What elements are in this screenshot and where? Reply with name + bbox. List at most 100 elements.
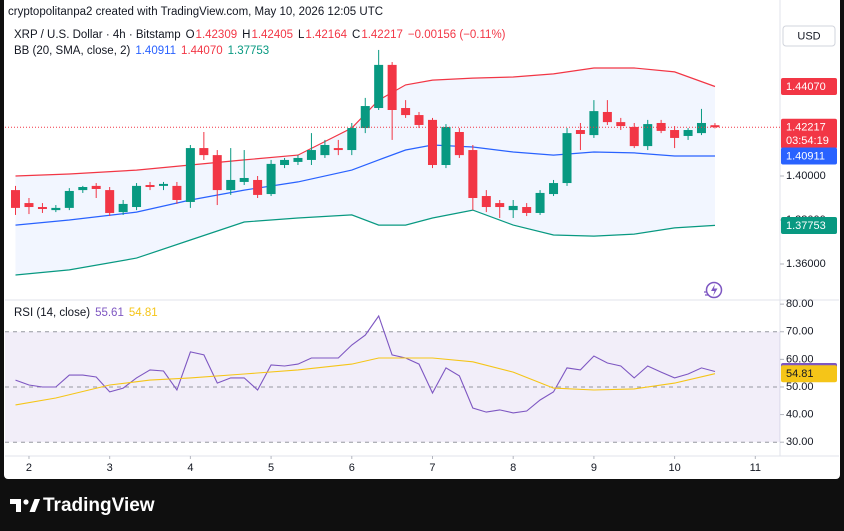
- candle-body: [172, 185, 182, 200]
- credit: cryptopolitanpa2 created with TradingVie…: [8, 6, 384, 18]
- candle-body: [145, 185, 155, 188]
- currency-box[interactable]: [782, 25, 836, 47]
- price-badge-label: 1.42217: [786, 122, 826, 134]
- x-tick-label: 8: [510, 462, 516, 474]
- price-legend: XRP / U.S. Dollar · 4h · Bitstamp O1.4230…: [14, 29, 511, 41]
- band-line: [15, 209, 716, 276]
- candle-body: [508, 205, 518, 211]
- candle-body: [575, 130, 585, 134]
- rsi-title: RSI (14, close): [14, 307, 91, 319]
- bands-value: 1.40911: [135, 45, 177, 57]
- line-series: [15, 357, 716, 406]
- ohlc-value: 1.42405: [251, 29, 294, 41]
- x-tick-label: 7: [429, 462, 435, 474]
- bands-legend: BB (20, SMA, close, 2) 1.40911 1.44070 1.37…: [14, 45, 274, 57]
- bands-value: 1.44070: [181, 45, 223, 57]
- candle-body: [239, 177, 249, 182]
- rsi-value: 54.81: [128, 307, 158, 319]
- currency: USD: [797, 30, 820, 42]
- candle-body: [468, 150, 478, 199]
- ohlc-key: O: [185, 29, 195, 41]
- price-badge: [781, 365, 837, 383]
- ohlc-key: H: [242, 29, 251, 41]
- price-badge-label: 1.40911: [786, 150, 825, 162]
- x-tick-label: 6: [349, 462, 355, 474]
- candle-body: [212, 155, 222, 191]
- candle-body: [51, 207, 61, 211]
- y-tick-label: 1.36000: [786, 258, 826, 270]
- y-tick-label: 30.00: [786, 436, 814, 448]
- chart-panel: [4, 0, 840, 479]
- spark-icon[interactable]: [704, 281, 723, 299]
- band-line: [15, 144, 715, 226]
- x-tick-label: 3: [107, 462, 113, 474]
- candle-body: [118, 203, 128, 213]
- candle-body: [629, 126, 639, 147]
- candle-body: [387, 64, 397, 111]
- y-tick-label: 80.00: [786, 298, 814, 310]
- candle-body: [266, 163, 276, 195]
- y-tick-label: 60.00: [786, 353, 814, 365]
- candle-body: [159, 183, 169, 186]
- price-badge: [781, 216, 837, 234]
- ohlc-key: C: [352, 29, 361, 41]
- candle-body: [427, 119, 437, 166]
- candle-body: [293, 157, 303, 162]
- candle-body: [535, 192, 545, 213]
- price-badge-label: 1.37753: [786, 220, 826, 232]
- x-tick-label: 10: [668, 462, 680, 474]
- ohlc-value: 1.42217: [361, 29, 403, 41]
- price-badge: [781, 77, 837, 95]
- candle-body: [656, 122, 666, 131]
- y-tick-label: 1.40000: [786, 170, 826, 182]
- candle-body: [562, 133, 572, 184]
- line-series: [15, 314, 716, 414]
- candle-body: [306, 150, 316, 160]
- ohlc-value: 1.42164: [305, 29, 347, 41]
- chart: USD 1.360001.380001.400001.440701.422170…: [5, 0, 839, 474]
- x-tick-label: 4: [187, 462, 193, 474]
- candle-body: [185, 148, 195, 202]
- price-badge-label: 1.44070: [786, 81, 826, 93]
- candle-body: [10, 190, 20, 208]
- symbol-title: XRP / U.S. Dollar · 4h · Bitstamp: [14, 29, 181, 41]
- candle-body: [401, 108, 411, 116]
- rsi-legend: RSI (14, close) 55.61 54.81: [14, 307, 163, 319]
- band-fill: [15, 67, 715, 276]
- brand-logo[interactable]: [10, 499, 40, 512]
- price-badge: [781, 147, 837, 165]
- candle-body: [360, 106, 370, 129]
- price-badge: [781, 118, 837, 149]
- x-tick-label: 5: [268, 462, 274, 474]
- candle-body: [481, 196, 491, 208]
- candle-body: [347, 128, 357, 151]
- x-tick-label: 2: [26, 462, 32, 474]
- rsi-value: 55.61: [95, 307, 124, 319]
- candle-body: [454, 132, 464, 156]
- candle-body: [132, 185, 142, 208]
- countdown: 03:54:19: [786, 135, 829, 147]
- candle-body: [64, 190, 74, 208]
- footer: TradingView: [10, 495, 155, 516]
- candle-body: [643, 124, 653, 147]
- candle-body: [333, 148, 343, 151]
- candle-body: [589, 111, 599, 136]
- candle-body: [253, 179, 263, 195]
- candle-body: [495, 203, 505, 208]
- candle-body: [78, 187, 88, 191]
- ohlc-key: L: [298, 29, 305, 41]
- y-tick-label: 70.00: [786, 326, 814, 338]
- brand-name[interactable]: TradingView: [43, 495, 155, 516]
- candle-body: [24, 203, 34, 208]
- candle-body: [522, 207, 532, 213]
- price-badge-label: 54.81: [786, 368, 814, 380]
- candle-body: [549, 183, 559, 195]
- candle-body: [683, 130, 693, 136]
- change: −0.00156 (−0.11%): [407, 29, 506, 41]
- candle-body: [414, 115, 424, 125]
- candle-body: [280, 159, 290, 166]
- candle-body: [441, 126, 451, 166]
- candle-body: [696, 122, 706, 134]
- y-tick-label: 50.00: [786, 381, 814, 393]
